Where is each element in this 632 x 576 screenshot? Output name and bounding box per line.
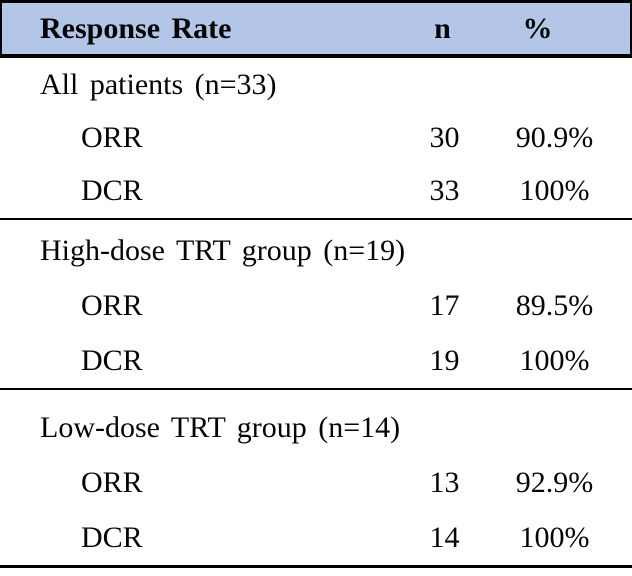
group-label-all-patients: All patients (n=33) [40,67,277,101]
header-percent: % [522,11,553,45]
table-row: DCR 14 100% [0,510,632,565]
cell-n: 30 [429,120,460,154]
table-row: ORR 17 89.5% [0,278,632,333]
cell-percent: 100% [519,520,590,554]
row-label-dcr: DCR [81,520,143,554]
group-row: Low-dose TRT group (n=14) [0,400,632,455]
cell-n: 14 [429,520,460,554]
group-row: All patients (n=33) [0,58,632,111]
cell-n: 19 [429,343,460,377]
section-low-dose: Low-dose TRT group (n=14) ORR 13 92.9% D… [0,390,632,568]
cell-percent: 89.5% [515,288,594,322]
row-label-dcr: DCR [81,174,143,208]
row-label-orr: ORR [81,120,143,154]
section-all-patients: All patients (n=33) ORR 30 90.9% DCR 33 … [0,58,632,220]
cell-n: 17 [429,288,460,322]
cell-n: 13 [429,465,460,499]
table-row: ORR 30 90.9% [0,111,632,164]
header-response-rate: Response Rate [40,11,232,45]
cell-percent: 100% [519,343,590,377]
table-row: DCR 33 100% [0,165,632,218]
group-row: High-dose TRT group (n=19) [0,223,632,278]
section-high-dose: High-dose TRT group (n=19) ORR 17 89.5% … [0,220,632,390]
table-row: ORR 13 92.9% [0,455,632,510]
cell-n: 33 [429,174,460,208]
header-n: n [434,11,451,45]
row-label-orr: ORR [81,288,143,322]
row-label-orr: ORR [81,465,143,499]
row-label-dcr: DCR [81,343,143,377]
table-header-row: Response Rate n % [0,0,632,58]
cell-percent: 90.9% [515,120,594,154]
group-label-high-dose: High-dose TRT group (n=19) [40,233,406,267]
cell-percent: 92.9% [515,465,594,499]
group-label-low-dose: Low-dose TRT group (n=14) [40,410,401,444]
cell-percent: 100% [519,174,590,208]
table-row: DCR 19 100% [0,333,632,388]
